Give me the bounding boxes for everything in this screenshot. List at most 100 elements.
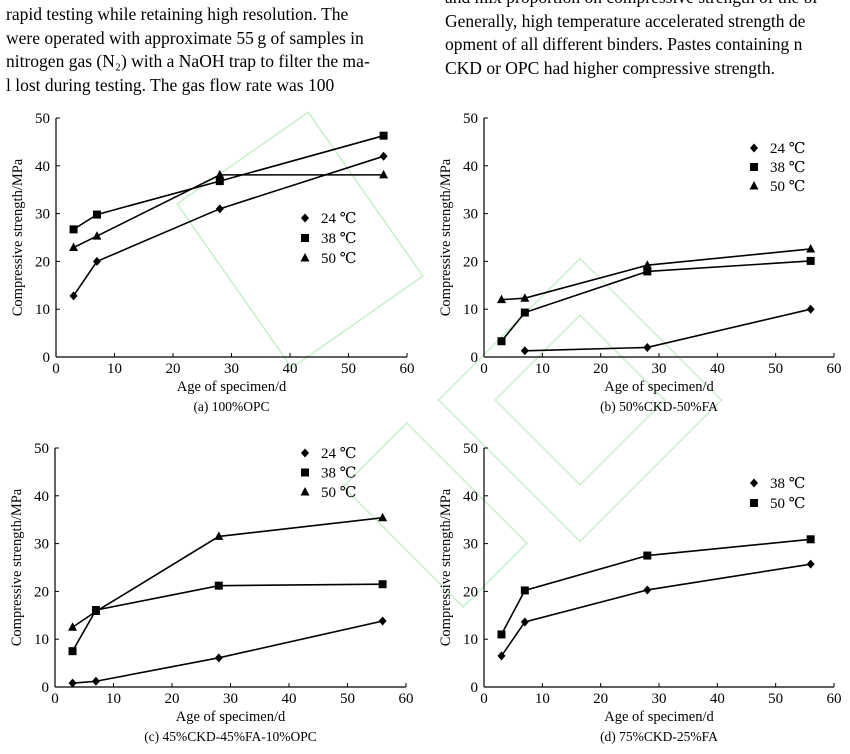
x-tick-label: 30 <box>652 361 667 377</box>
data-point-diamond <box>520 346 529 356</box>
x-tick-label: 50 <box>768 691 783 707</box>
legend-label: 50 ℃ <box>321 251 357 267</box>
x-tick-label: 40 <box>282 691 297 707</box>
legend-label: 50 ℃ <box>770 496 806 512</box>
data-point-diamond <box>806 559 815 569</box>
x-tick-label: 60 <box>827 691 842 707</box>
x-tick-label: 0 <box>480 691 488 707</box>
legend-triangle-icon <box>300 253 310 262</box>
data-point-triangle <box>642 260 652 269</box>
y-tick-label: 40 <box>34 489 49 505</box>
chart-panel: 0 10 20 30 40 50 60 0 10 20 30 40 50 Age of specimen/… <box>438 111 842 414</box>
data-point-diamond <box>378 616 387 626</box>
text-line: CKD or OPC had higher compressive streng… <box>445 57 776 78</box>
legend-square-icon <box>750 499 758 507</box>
y-tick-label: 20 <box>463 584 478 600</box>
x-tick-label: 10 <box>107 361 122 377</box>
data-point-diamond <box>643 585 652 595</box>
x-tick-label: 0 <box>480 361 488 377</box>
data-point-square <box>806 535 815 544</box>
y-tick-label: 0 <box>471 350 479 366</box>
legend-label: 24 ℃ <box>321 211 357 227</box>
series-line <box>71 583 383 652</box>
data-point-square <box>215 177 224 186</box>
data-point-triangle <box>378 512 388 522</box>
x-tick-label: 10 <box>535 361 550 377</box>
legend-label: 38 ℃ <box>770 160 806 176</box>
y-tick-label: 10 <box>35 302 50 318</box>
data-point-diamond <box>806 304 815 314</box>
data-point-diamond <box>69 291 78 301</box>
legend-square-icon <box>301 468 309 477</box>
text-line: nitrogen gas (N₂) with a NaOH trap to fi… <box>6 51 370 71</box>
legend-diamond-icon <box>301 448 309 458</box>
x-tick-label: 0 <box>52 361 60 377</box>
series-line <box>72 620 383 684</box>
y-tick-label: 0 <box>43 350 51 366</box>
text-line: l lost during testing. The gas flow rate… <box>6 74 335 95</box>
text-line: were operated with approximate 55 g of s… <box>6 27 364 48</box>
y-tick-label: 40 <box>35 159 50 175</box>
data-point-square <box>379 131 388 140</box>
series-line <box>73 174 384 249</box>
body-text-right-column: and mix proportion on compressive streng… <box>445 0 817 80</box>
y-tick-label: 10 <box>463 632 478 648</box>
series-line <box>500 538 811 635</box>
y-axis-label: Compressive strength/MPa <box>438 488 454 646</box>
legend-label: 38 ℃ <box>321 231 357 247</box>
data-point-square <box>520 308 529 317</box>
legend-label: 24 ℃ <box>770 141 806 157</box>
data-point-triangle <box>68 622 78 631</box>
y-tick-label: 20 <box>463 254 478 270</box>
data-point-triangle <box>520 293 530 302</box>
series-line <box>500 563 811 657</box>
y-tick-label: 30 <box>463 207 478 223</box>
x-tick-label: 60 <box>827 361 842 377</box>
data-point-triangle <box>91 606 101 615</box>
y-axis-label: Compressive strength/MPa <box>10 158 26 316</box>
data-point-triangle <box>806 243 816 253</box>
data-point-diamond <box>92 256 101 266</box>
data-point-square <box>497 630 506 639</box>
text-line: and mix proportion on compressive streng… <box>445 0 817 10</box>
series-line <box>501 248 811 301</box>
data-point-triangle <box>215 169 225 179</box>
chart-panel: 0 10 20 30 40 50 60 0 10 20 30 40 50 Age of specimen/… <box>438 441 842 744</box>
data-point-square <box>643 551 652 560</box>
data-point-diamond <box>520 617 529 627</box>
data-point-square <box>497 337 506 346</box>
data-point-square <box>69 225 78 234</box>
x-tick-label: 30 <box>652 691 667 707</box>
x-tick-label: 60 <box>399 691 414 707</box>
chart-panel: 0 10 20 30 40 50 60 0 10 20 30 40 50 Age of specimen/… <box>10 111 415 414</box>
legend-label: 38 ℃ <box>770 476 806 492</box>
x-tick-label: 30 <box>223 691 238 707</box>
series-line <box>72 516 383 628</box>
x-tick-label: 40 <box>710 691 725 707</box>
y-tick-label: 30 <box>463 537 478 553</box>
y-tick-label: 30 <box>34 537 49 553</box>
text-line: rapid testing while retaining high resol… <box>6 4 349 24</box>
series-line <box>73 134 384 231</box>
data-point-triangle <box>69 242 79 252</box>
y-axis-label: Compressive strength/MPa <box>9 488 25 646</box>
y-tick-label: 10 <box>463 302 478 318</box>
x-tick-label: 10 <box>106 691 121 707</box>
x-tick-label: 40 <box>283 361 298 377</box>
text-line: Generally, high temperature accelerated … <box>445 10 806 31</box>
legend-square-icon <box>750 163 758 171</box>
data-point-square <box>68 647 77 656</box>
y-tick-label: 50 <box>34 441 49 457</box>
data-point-triangle <box>497 294 506 304</box>
x-tick-label: 60 <box>400 361 415 377</box>
data-point-square <box>378 580 387 589</box>
data-point-diamond <box>215 204 224 214</box>
x-axis-label: Age of specimen/d <box>177 379 287 395</box>
x-tick-label: 20 <box>166 361 181 377</box>
series-line <box>500 260 811 342</box>
y-tick-label: 20 <box>35 254 50 270</box>
data-point-diamond <box>643 342 652 352</box>
data-point-diamond <box>214 653 223 663</box>
x-tick-label: 0 <box>51 691 59 707</box>
legend-label: 50 ℃ <box>770 179 806 195</box>
